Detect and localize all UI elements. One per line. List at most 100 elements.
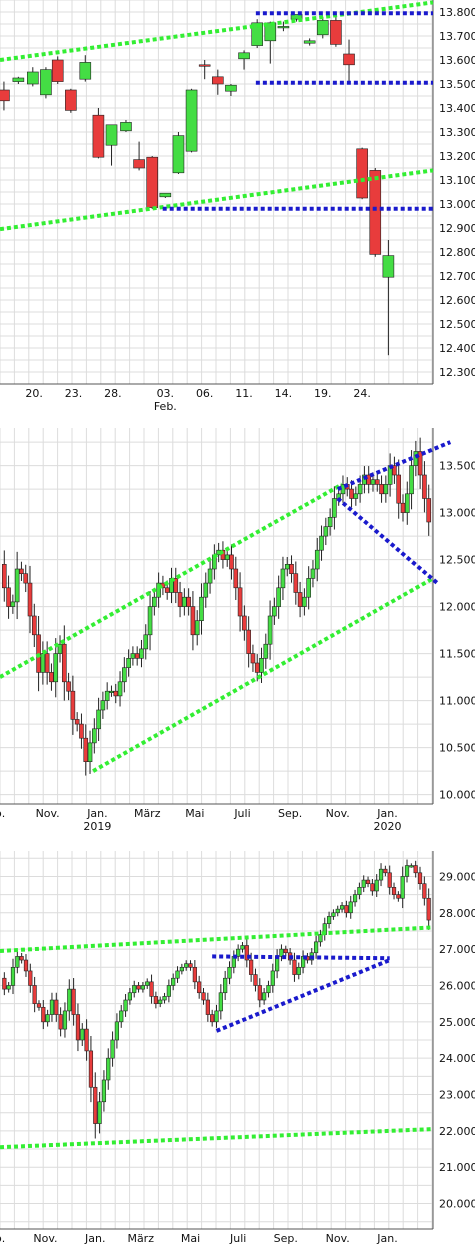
candle-up	[306, 578, 311, 598]
candle-down	[383, 868, 388, 874]
candle-up	[335, 908, 340, 914]
candle-up	[162, 996, 167, 1001]
candle-down	[192, 967, 197, 983]
candle-up	[404, 865, 410, 877]
candle-down	[49, 672, 54, 683]
candle-up	[203, 582, 209, 598]
x-tick-label: 20.	[25, 387, 43, 400]
y-tick-label: 26.000	[439, 979, 475, 992]
candle-down	[212, 76, 224, 85]
y-tick-label: 12.300	[439, 366, 475, 379]
trendlines	[0, 925, 434, 1150]
candle-up	[152, 596, 157, 607]
candle-up	[357, 887, 362, 895]
candle-down	[242, 615, 247, 631]
x-tick-label: Nov.	[36, 807, 60, 820]
y-tick-label: 12.500	[439, 554, 475, 567]
y-tick-label: 13.100	[439, 174, 475, 187]
trendline-blue	[212, 954, 390, 961]
y-tick-label: 13.000	[439, 507, 475, 520]
candle-up	[100, 700, 106, 711]
candle-up	[348, 901, 353, 914]
candle-up	[101, 1079, 107, 1103]
candle-up	[331, 912, 336, 917]
candle-up	[172, 135, 185, 174]
candle-up	[227, 967, 232, 979]
candle-down	[188, 963, 193, 968]
x-tick-label: Juli	[233, 807, 250, 820]
candle-up	[263, 643, 269, 659]
y-tick-label: 22.000	[439, 1125, 475, 1138]
candle-up	[105, 124, 118, 146]
candle-up	[276, 587, 281, 607]
candle-down	[283, 948, 288, 954]
trendline-green	[0, 1127, 434, 1150]
x-tick-label: Nov.	[326, 1232, 350, 1245]
candle-down	[246, 629, 251, 654]
candle-up	[10, 967, 16, 986]
x-tick-label: Sep.	[274, 1232, 298, 1245]
x-tick-label: Jan.	[84, 1232, 105, 1245]
candle-up	[15, 956, 20, 968]
trendlines	[0, 0, 434, 232]
candle-down	[422, 883, 427, 899]
candle-up	[104, 690, 110, 701]
candle-up	[117, 681, 123, 697]
candle-up	[207, 568, 213, 584]
candle-down	[330, 20, 342, 45]
candle-up	[179, 967, 184, 972]
candle-down	[51, 59, 64, 82]
candle-up	[277, 26, 290, 29]
candle-up	[357, 484, 363, 495]
y-tick-label: 13.200	[439, 150, 475, 163]
y-tick-label: 12.800	[439, 246, 475, 259]
candle-down	[23, 573, 29, 584]
candle-up	[6, 985, 11, 990]
y-tick-label: 13.400	[439, 102, 475, 115]
candle-up	[267, 615, 273, 645]
x-tick-label: Jan.	[376, 1232, 397, 1245]
candle-down	[426, 897, 431, 921]
candle-down	[19, 956, 24, 961]
candle-down	[233, 568, 239, 589]
candle-down	[293, 573, 299, 593]
x-tick-label: Nov.	[33, 1232, 57, 1245]
y-tick-label: 27.000	[439, 943, 475, 956]
trendline-blue	[336, 440, 452, 491]
candle-up	[109, 690, 114, 694]
candle-down	[396, 894, 401, 899]
chart-weekly: 10.000 10.500 11.000 11.500 12.000 12.500 13.0…	[0, 428, 475, 833]
candle-down	[369, 170, 382, 255]
candle-up	[316, 20, 329, 36]
x-tick-sublabel: Feb.	[154, 400, 177, 413]
candle-down	[32, 985, 37, 1004]
candle-down	[134, 653, 140, 659]
chart-grid	[0, 851, 433, 1229]
candle-down	[1, 564, 7, 589]
candle-up	[238, 52, 250, 60]
candle-down	[344, 905, 349, 914]
y-tick-label: 11.500	[439, 648, 475, 661]
candle-down	[65, 89, 77, 111]
candle-up	[40, 653, 46, 673]
y-tick-label: 21.000	[439, 1161, 475, 1174]
candle-down	[417, 451, 423, 476]
chart-monthly: 20.000 21.000 22.000 23.000 24.000 25.000 26.0…	[0, 851, 475, 1245]
candle-up	[409, 465, 414, 495]
candle-down	[136, 985, 141, 990]
candle-up	[122, 667, 127, 683]
candle-up	[225, 84, 237, 92]
candle-up	[10, 601, 16, 607]
candle-down	[387, 872, 392, 888]
candle-down	[70, 690, 76, 720]
x-tick-label: März	[134, 807, 161, 820]
candle-up	[182, 596, 187, 607]
candle-up	[318, 934, 323, 943]
candle-up	[319, 535, 324, 551]
candle-down	[356, 148, 368, 199]
candle-up	[119, 1010, 124, 1023]
candle-down	[62, 643, 67, 683]
candle-up	[240, 945, 245, 950]
candle-up	[251, 22, 263, 46]
x-tick-label: Sep.	[278, 807, 302, 820]
